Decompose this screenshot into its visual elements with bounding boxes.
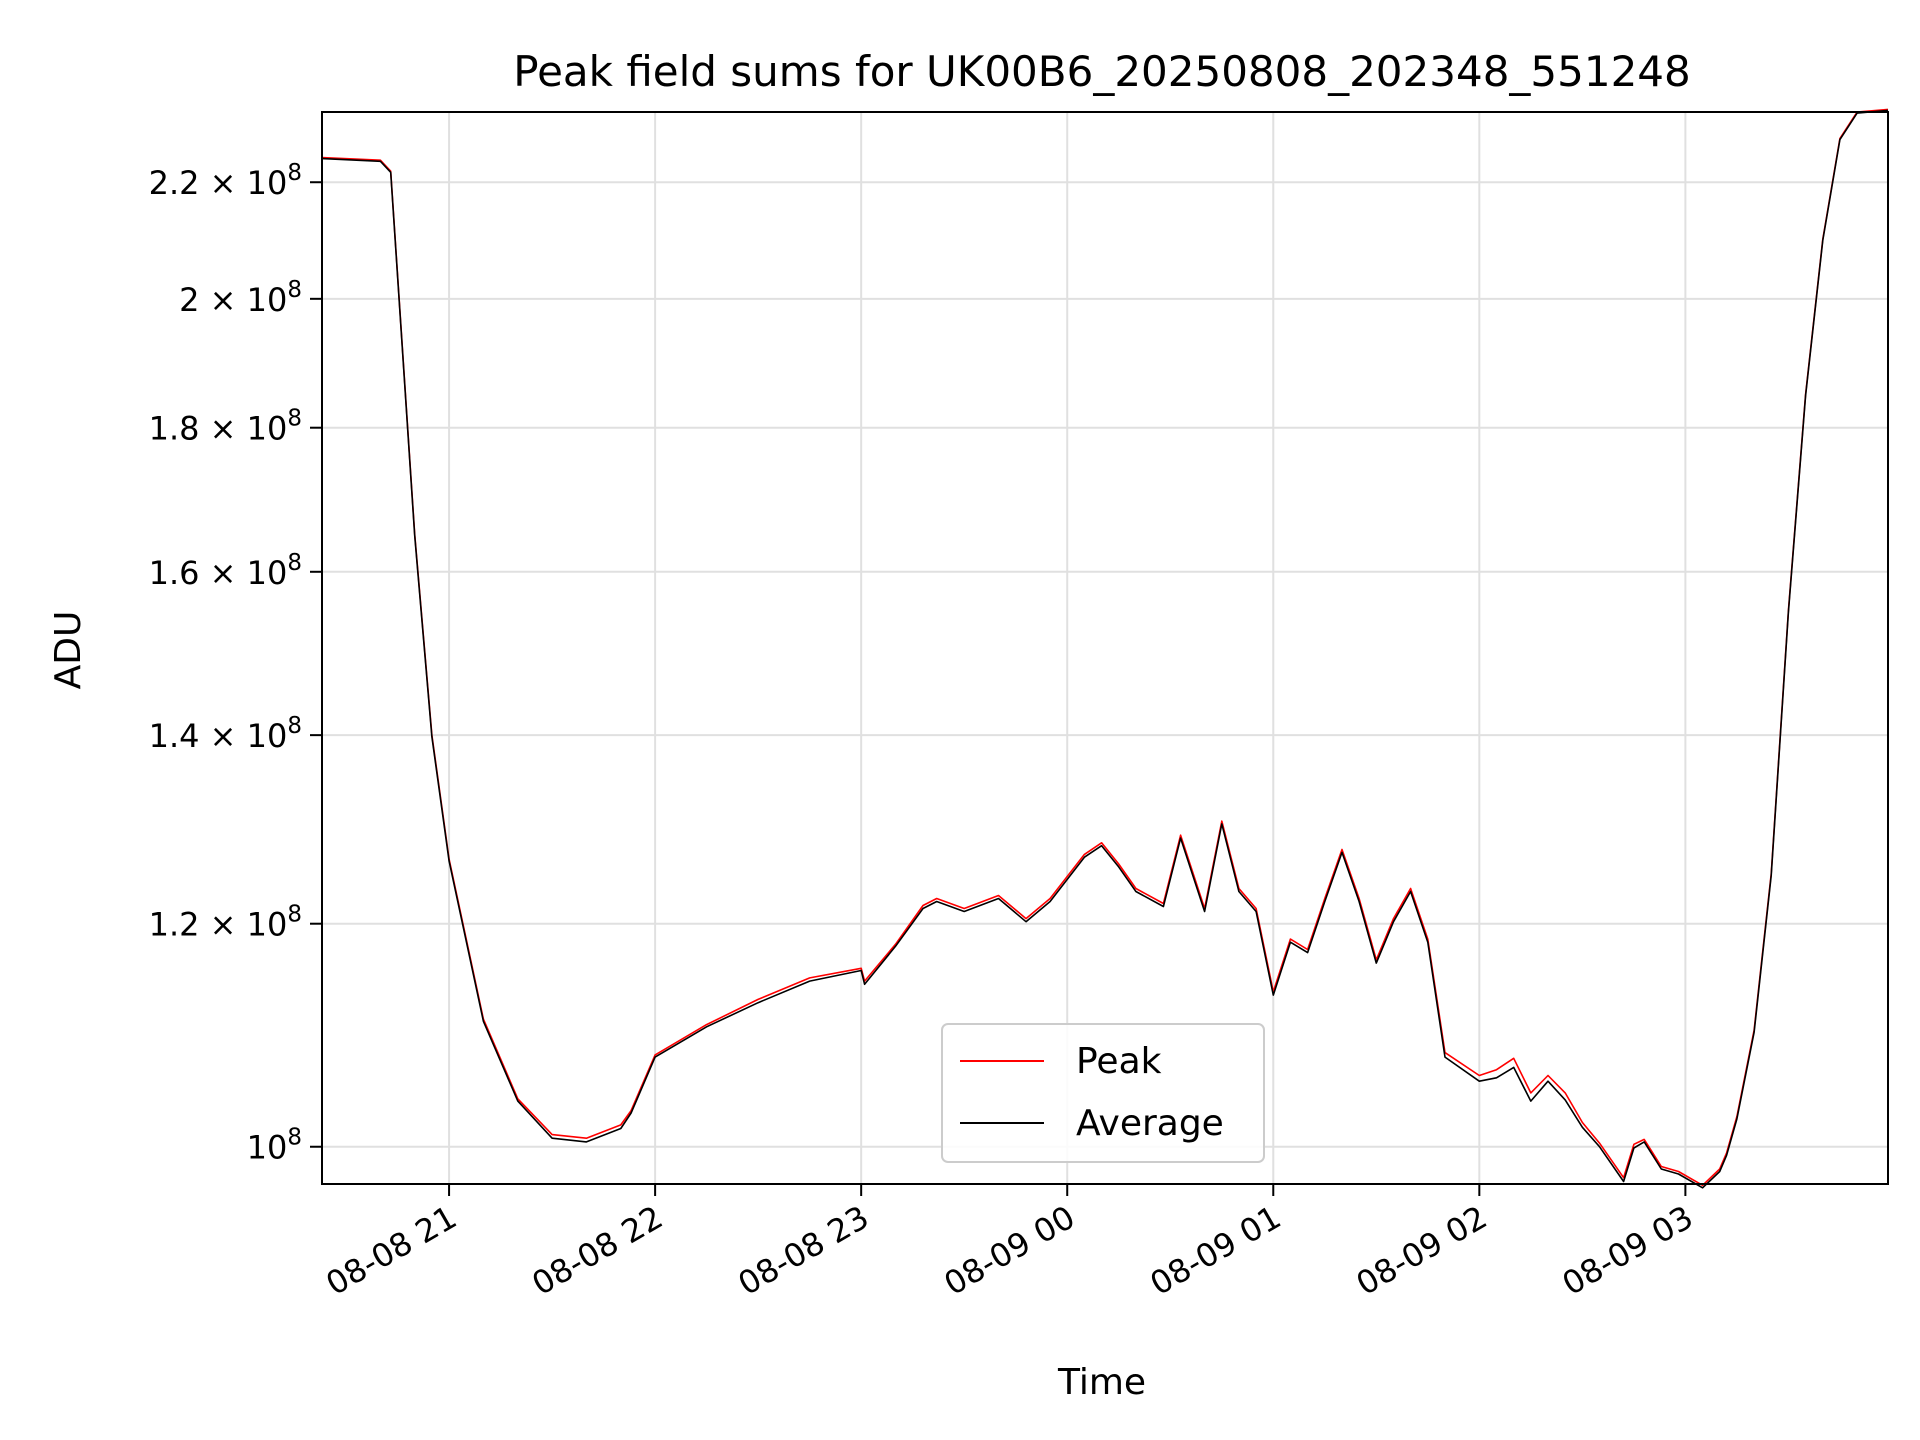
legend-label-average: Average [1076, 1103, 1224, 1144]
series-line-average [321, 109, 1889, 1189]
x-tick-label: 08-09 00 [938, 1198, 1082, 1303]
x-axis: 08-08 21 08-08 22 08-08 23 08-09 00 08-09 01… [319, 1184, 1699, 1303]
x-tick-label: 08-09 01 [1144, 1198, 1288, 1303]
y-axis-title: ADU [48, 611, 89, 690]
series-lines [321, 108, 1889, 1189]
y-tick-label: 1.4 × 108 [149, 713, 302, 755]
y-tick-label: 2.2 × 108 [149, 160, 302, 202]
y-tick-label: 1.6 × 108 [149, 550, 302, 592]
legend: Peak Average [941, 1023, 1265, 1163]
legend-label-peak: Peak [1076, 1041, 1162, 1082]
y-tick-label: 2 × 108 [179, 277, 302, 319]
plot-frame [321, 111, 1889, 1185]
grid [322, 112, 1888, 1184]
legend-box [941, 1023, 1265, 1163]
x-axis-title: Time [1057, 1362, 1146, 1403]
x-tick-label: 08-08 23 [732, 1198, 876, 1303]
x-tick-label: 08-08 21 [319, 1198, 463, 1303]
chart-title: Peak field sums for UK00B6_20250808_2023… [513, 47, 1691, 96]
x-tick-label: 08-08 22 [526, 1198, 670, 1303]
x-tick-label: 08-09 02 [1350, 1198, 1494, 1303]
y-tick-label: 1.8 × 108 [149, 406, 302, 448]
x-tick-label: 08-09 03 [1556, 1198, 1700, 1303]
y-tick-label: 1.2 × 108 [149, 902, 302, 944]
y-tick-label: 108 [247, 1125, 302, 1167]
y-axis: 108 1.2 × 108 1.4 × 108 1.6 × 108 1.8 × 108 2… [149, 160, 322, 1167]
